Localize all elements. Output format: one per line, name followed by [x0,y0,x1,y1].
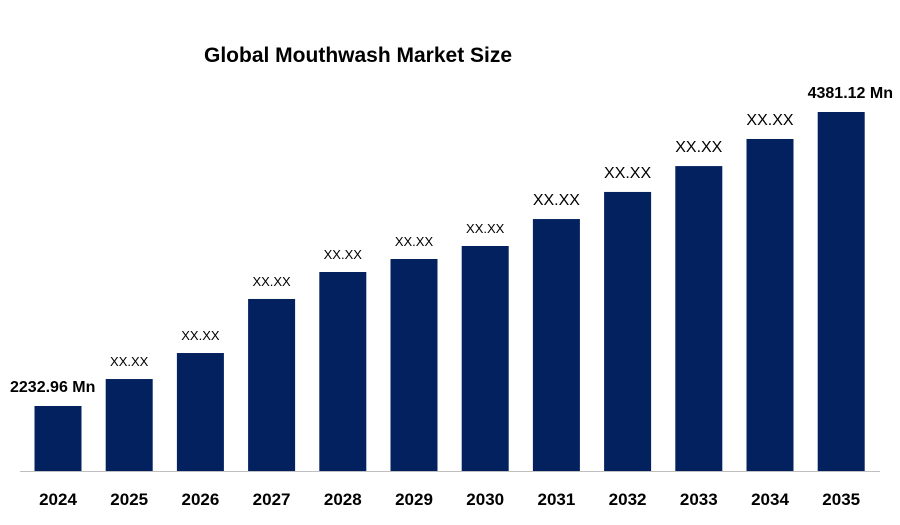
data-label: XX.XX [324,247,363,262]
data-label: XX.XX [604,165,651,182]
x-tick-label: 2032 [609,490,647,509]
x-tick-label: 2029 [395,490,433,509]
x-tick-label: 2025 [110,490,148,509]
bar-2030 [461,246,509,471]
x-tick-label: 2030 [466,490,504,509]
x-tick-label: 2033 [680,490,718,509]
bar-2029 [390,259,438,471]
bar-2025 [105,379,153,471]
bar-2034 [746,138,794,471]
data-label: 2232.96 Mn [10,379,95,396]
bar-2031 [532,219,580,471]
x-tick-label: 2027 [253,490,291,509]
data-label: XX.XX [533,192,580,209]
x-tick-label: 2026 [181,490,219,509]
bar-2032 [604,191,652,472]
bar-2028 [319,272,367,471]
data-label: XX.XX [252,274,291,289]
x-tick-label: 2028 [324,490,362,509]
data-label: 4381.12 Mn [808,85,893,102]
x-tick-label: 2031 [537,490,575,509]
bar-2027 [248,298,296,471]
data-label: XX.XX [110,354,149,369]
x-tick-label: 2035 [822,490,860,509]
bar-2024 [34,405,82,471]
bar-2033 [675,166,723,471]
bar-2035 [817,111,865,472]
data-label: XX.XX [675,139,722,156]
bar-2026 [176,353,224,471]
data-label: XX.XX [466,221,505,236]
data-label: XX.XX [181,328,220,343]
x-tick-label: 2034 [751,490,789,509]
data-label: XX.XX [395,234,434,249]
data-label: XX.XX [746,112,793,129]
x-tick-label: 2024 [39,490,77,509]
chart-title: Global Mouthwash Market Size [204,44,513,67]
